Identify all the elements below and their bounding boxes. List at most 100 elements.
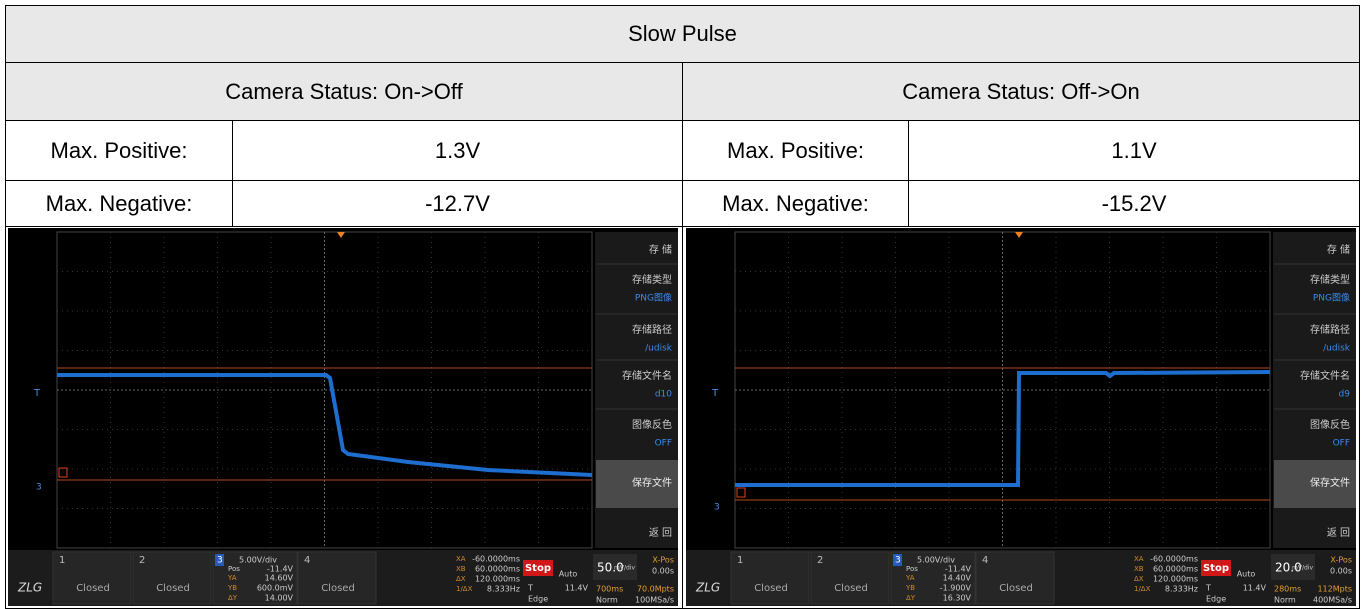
- label: PNG图像: [1313, 292, 1350, 304]
- button-label: 保存文件: [632, 476, 672, 489]
- label: Stop: [1203, 563, 1229, 574]
- label: /udisk: [645, 344, 673, 354]
- label: 2: [139, 555, 145, 566]
- label: 8.333Hz: [487, 585, 520, 594]
- label: XA: [456, 555, 466, 563]
- logo: ZLG: [695, 581, 720, 595]
- logo: ZLG: [17, 581, 42, 595]
- waveform: [57, 373, 593, 477]
- label: 14.40V: [943, 574, 972, 583]
- label: 0.00s: [1330, 567, 1352, 576]
- label: 4: [304, 555, 310, 566]
- label: Pos: [228, 565, 240, 573]
- value: -12.7V: [232, 180, 683, 227]
- label: Norm: [596, 596, 618, 605]
- label: 16.30V: [943, 594, 972, 603]
- label: Auto: [559, 570, 578, 579]
- label: 存储类型: [1310, 273, 1350, 286]
- status: Camera Status: Off->On: [682, 62, 1360, 121]
- scale-box: [1271, 554, 1315, 580]
- trigger-level: T: [711, 388, 719, 399]
- label: 存储路径: [1310, 323, 1350, 336]
- trigger-marker: [1015, 232, 1023, 238]
- label: 50.0: [597, 561, 624, 575]
- label: 1: [737, 555, 743, 566]
- title: Slow Pulse: [5, 5, 1360, 63]
- trigger-marker: [337, 232, 345, 238]
- waveform: [735, 370, 1271, 487]
- label: 2: [817, 555, 823, 566]
- label: 存储类型: [632, 273, 672, 286]
- label: -11.4V: [267, 565, 294, 574]
- save-button: [1274, 460, 1356, 508]
- label: 1/ΔX: [456, 585, 473, 593]
- save-button: [596, 460, 678, 508]
- label: YA: [227, 574, 237, 582]
- label: 14.60V: [265, 574, 294, 583]
- label: ΔY: [228, 594, 238, 602]
- label: YB: [905, 584, 915, 592]
- label: Closed: [76, 583, 110, 594]
- channel-box: [297, 551, 377, 605]
- label: OFF: [1333, 439, 1350, 449]
- label: d10: [655, 390, 672, 400]
- label: X-Pos: [652, 556, 674, 565]
- channel-box: [730, 551, 810, 605]
- label: -11.4V: [945, 565, 972, 574]
- channel-box: [132, 551, 212, 605]
- label: Closed: [999, 583, 1033, 594]
- label: 120.000ms: [1153, 575, 1198, 584]
- label: Pos: [906, 565, 918, 573]
- label: 返 回: [1327, 527, 1350, 539]
- cursor-marker: [58, 467, 68, 478]
- channel-box: [810, 551, 890, 605]
- channel-marker: 3: [714, 503, 720, 513]
- label: mV/div: [614, 565, 635, 572]
- label: 70.0Mpts: [637, 585, 674, 594]
- label: ΔY: [906, 594, 916, 602]
- label: 3: [895, 556, 901, 566]
- channel-box: [890, 551, 976, 605]
- label: -60.0000ms: [472, 555, 520, 564]
- label: Norm: [1274, 596, 1296, 605]
- label: 600.0mV: [257, 584, 294, 593]
- trigger-level: T: [33, 388, 41, 399]
- channel-box: [975, 551, 1055, 605]
- label: 20.0: [1275, 561, 1302, 575]
- label: -1.900V: [940, 584, 972, 593]
- label: PNG图像: [635, 292, 672, 304]
- label: XB: [456, 565, 466, 573]
- label: mV/div: [1292, 565, 1313, 572]
- cursor-marker: [736, 487, 746, 498]
- label: 112Mpts: [1317, 585, 1352, 594]
- label: 存 储: [1327, 243, 1350, 256]
- label: 60.0000ms: [475, 565, 520, 574]
- label: 60.0000ms: [1153, 565, 1198, 574]
- label: -60.0000ms: [1150, 555, 1198, 564]
- label: X-Pos: [1330, 556, 1352, 565]
- label: XB: [1134, 565, 1144, 573]
- label: Closed: [834, 583, 868, 594]
- label: 1/ΔX: [1134, 585, 1151, 593]
- button-label: 保存文件: [1310, 476, 1350, 489]
- label: 5.00V/div: [239, 556, 277, 565]
- stop-badge: [1201, 560, 1231, 576]
- channel-box: [52, 551, 132, 605]
- label: 3: [217, 556, 223, 566]
- channel-marker: 3: [36, 483, 42, 493]
- background: [686, 228, 1356, 606]
- label: 0.00s: [652, 567, 674, 576]
- label: 700ms: [596, 585, 623, 594]
- label: 100MSa/s: [635, 596, 674, 605]
- label: ΔX: [456, 575, 466, 583]
- label: 8.333Hz: [1165, 585, 1198, 594]
- label: 120.000ms: [475, 575, 520, 584]
- label: T: [527, 584, 533, 593]
- label: Auto: [1237, 570, 1256, 579]
- label: 图像反色: [632, 418, 672, 431]
- label: Closed: [754, 583, 788, 594]
- label: YA: [905, 574, 915, 582]
- value: 1.1V: [908, 120, 1360, 181]
